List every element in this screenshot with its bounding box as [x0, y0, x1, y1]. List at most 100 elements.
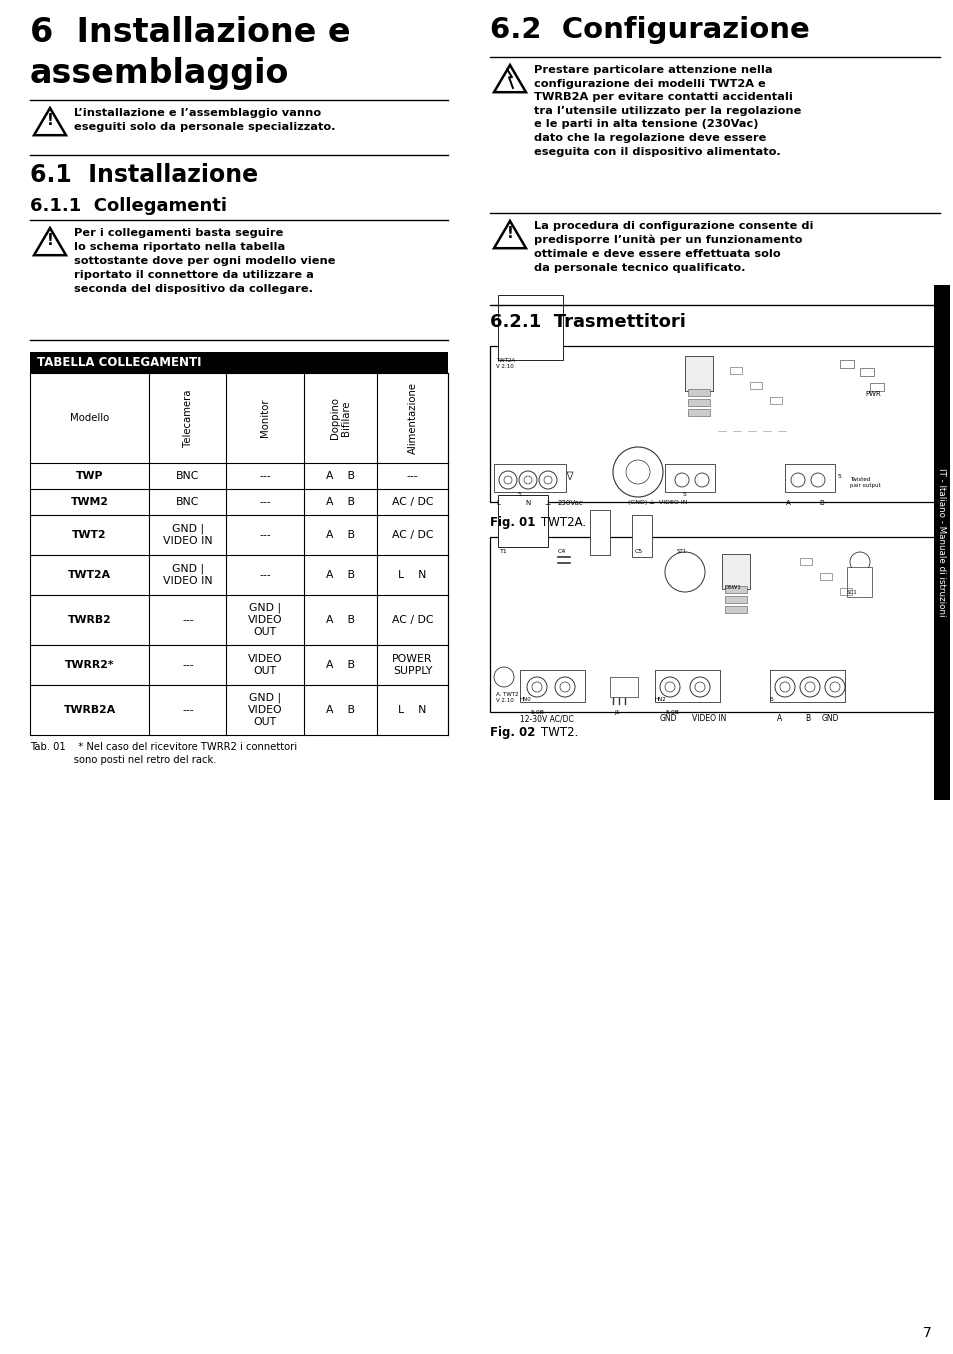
- Bar: [840, 360, 853, 368]
- Text: AC / DC: AC / DC: [392, 497, 433, 506]
- Text: J1: J1: [614, 709, 619, 715]
- Text: A    B: A B: [326, 615, 355, 626]
- Text: AC / DC: AC / DC: [392, 615, 433, 626]
- Text: VIDEO IN: VIDEO IN: [691, 714, 725, 723]
- Bar: [724, 607, 746, 613]
- Text: 7: 7: [923, 1326, 931, 1340]
- Text: B: B: [819, 500, 823, 506]
- Text: IT - Italiano - Manuale di istruzioni: IT - Italiano - Manuale di istruzioni: [937, 468, 945, 617]
- Bar: [869, 383, 883, 391]
- Text: C5: C5: [635, 548, 642, 554]
- Bar: [724, 586, 746, 593]
- Text: TWRB2: TWRB2: [68, 615, 112, 626]
- Text: Fig. 02: Fig. 02: [490, 726, 535, 739]
- Bar: [800, 558, 811, 565]
- Text: 5: 5: [682, 492, 686, 497]
- Text: !: !: [47, 233, 53, 248]
- Text: VIDEO
OUT: VIDEO OUT: [248, 654, 282, 676]
- Text: GND |
VIDEO IN: GND | VIDEO IN: [163, 524, 213, 546]
- Text: A    B: A B: [326, 570, 355, 580]
- Bar: [687, 409, 709, 416]
- Text: 6.1  Installazione: 6.1 Installazione: [30, 162, 258, 187]
- Text: 5: 5: [517, 492, 521, 497]
- Text: A: A: [785, 500, 789, 506]
- Bar: [840, 588, 851, 594]
- Text: Alimentazione: Alimentazione: [407, 382, 417, 454]
- Text: BNC: BNC: [176, 497, 199, 506]
- Text: ---: ---: [259, 570, 271, 580]
- Text: 6.1.1  Collegamenti: 6.1.1 Collegamenti: [30, 196, 227, 215]
- Bar: [784, 464, 834, 492]
- Text: POWER
SUPPLY: POWER SUPPLY: [392, 654, 433, 676]
- Text: ---: ---: [259, 471, 271, 481]
- Bar: [687, 389, 709, 395]
- Text: !: !: [47, 114, 53, 129]
- Text: L: L: [496, 500, 499, 506]
- Text: 5: 5: [837, 474, 841, 479]
- Text: GND |
VIDEO
OUT: GND | VIDEO OUT: [248, 603, 282, 638]
- Text: B: B: [804, 714, 810, 723]
- Bar: [519, 670, 584, 701]
- Text: A    B: A B: [326, 471, 355, 481]
- Bar: [30, 352, 448, 372]
- Bar: [846, 567, 871, 597]
- Text: ---: ---: [182, 615, 193, 626]
- Text: 12-30V AC/DC: 12-30V AC/DC: [519, 714, 573, 723]
- Bar: [497, 496, 547, 547]
- Bar: [933, 284, 949, 800]
- Text: VIDEO IN: VIDEO IN: [659, 500, 686, 505]
- Text: GND: GND: [821, 714, 838, 723]
- Text: TWT2A
V 2.10: TWT2A V 2.10: [496, 357, 515, 368]
- Text: SC1: SC1: [846, 590, 857, 594]
- Text: TWP: TWP: [75, 471, 103, 481]
- Bar: [655, 670, 720, 701]
- Text: Modello: Modello: [70, 413, 109, 422]
- Text: Telecamera: Telecamera: [183, 389, 193, 447]
- Text: Twisted
pair output: Twisted pair output: [849, 477, 880, 487]
- Text: TWM2: TWM2: [71, 497, 109, 506]
- Text: A: A: [777, 714, 781, 723]
- Text: C4: C4: [558, 548, 566, 554]
- Bar: [859, 368, 873, 376]
- Text: 5.0B: 5.0B: [665, 709, 679, 715]
- Bar: [687, 399, 709, 406]
- Bar: [631, 515, 651, 556]
- Text: TWRR2*: TWRR2*: [65, 659, 114, 670]
- Text: Per i collegamenti basta seguire
lo schema riportato nella tabella
sottostante d: Per i collegamenti basta seguire lo sche…: [74, 227, 335, 294]
- Text: !: !: [506, 226, 513, 241]
- Bar: [769, 670, 844, 701]
- Text: T1: T1: [499, 548, 507, 554]
- Text: Fig. 01: Fig. 01: [490, 516, 535, 529]
- Bar: [749, 382, 761, 389]
- Text: ---: ---: [182, 705, 193, 715]
- Text: TWT2: TWT2: [72, 529, 107, 540]
- Text: ---: ---: [406, 471, 417, 481]
- Bar: [609, 677, 638, 697]
- Bar: [724, 596, 746, 603]
- Bar: [497, 295, 562, 360]
- Bar: [589, 510, 609, 555]
- Text: L    N: L N: [397, 705, 426, 715]
- Bar: [721, 554, 749, 589]
- Text: TWT2.: TWT2.: [525, 726, 578, 739]
- Text: L’installazione e l’assemblaggio vanno
eseguiti solo da personale specializzato.: L’installazione e l’assemblaggio vanno e…: [74, 108, 335, 131]
- Text: L    N: L N: [397, 570, 426, 580]
- Text: A    B: A B: [326, 529, 355, 540]
- Text: Monitor: Monitor: [260, 398, 270, 437]
- Text: La procedura di configurazione consente di
predisporre l’unità per un funzioname: La procedura di configurazione consente …: [534, 221, 813, 272]
- Bar: [729, 367, 741, 374]
- Text: PWR: PWR: [864, 391, 880, 397]
- Text: TWT2A: TWT2A: [68, 570, 111, 580]
- Text: 6.2.1  Trasmettitori: 6.2.1 Trasmettitori: [490, 313, 685, 330]
- Text: ---: ---: [182, 659, 193, 670]
- Text: sono posti nel retro del rack.: sono posti nel retro del rack.: [30, 756, 216, 765]
- Text: ---: ---: [259, 497, 271, 506]
- Text: assemblaggio: assemblaggio: [30, 57, 289, 89]
- Text: GND |
VIDEO
OUT: GND | VIDEO OUT: [248, 693, 282, 727]
- Text: A. TWT2
V 2.10: A. TWT2 V 2.10: [496, 692, 518, 703]
- Text: 5: 5: [769, 697, 773, 701]
- Text: HN0: HN0: [519, 697, 531, 701]
- Text: 5.0B: 5.0B: [531, 709, 544, 715]
- Text: TABELLA COLLEGAMENTI: TABELLA COLLEGAMENTI: [37, 356, 201, 370]
- Text: ---: ---: [259, 529, 271, 540]
